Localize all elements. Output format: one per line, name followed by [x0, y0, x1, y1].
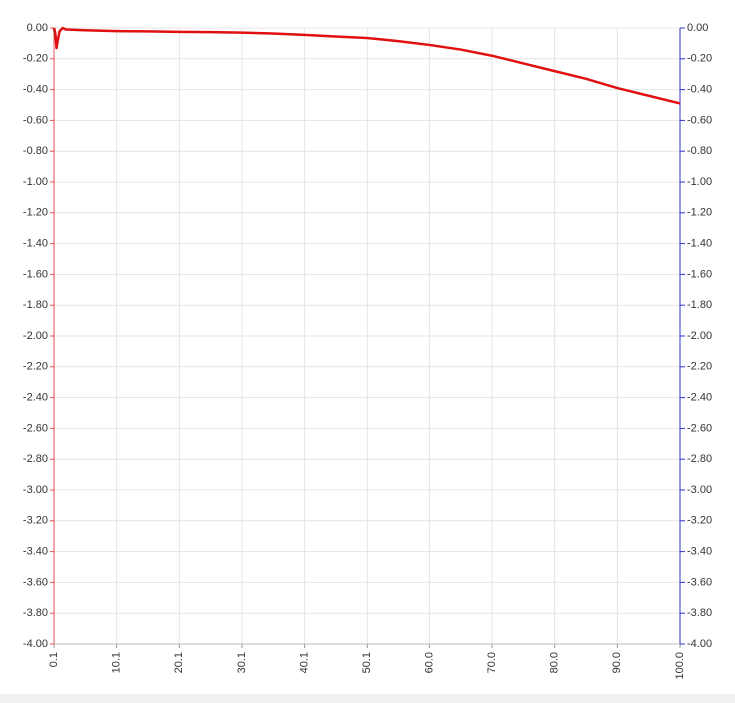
- y2-tick-label: -0.20: [687, 53, 712, 65]
- footer-strip: [0, 694, 735, 703]
- x-tick-label: 10.1: [111, 652, 123, 673]
- y2-tick-label: -2.20: [687, 361, 712, 373]
- y2-tick-label: -3.00: [687, 484, 712, 496]
- y2-tick-label: 0.00: [687, 22, 708, 34]
- x-tick-label: 50.1: [361, 652, 373, 673]
- y-tick-label: -2.80: [23, 453, 48, 465]
- y-tick-label: -2.00: [23, 330, 48, 342]
- x-tick-label: 40.1: [299, 652, 311, 673]
- x-tick-label: 0.1: [48, 652, 60, 667]
- y2-tick-label: -1.00: [687, 176, 712, 188]
- y2-tick-label: -1.20: [687, 207, 712, 219]
- y-tick-label: -1.60: [23, 268, 48, 280]
- y2-tick-label: -2.60: [687, 422, 712, 434]
- y2-tick-label: -4.00: [687, 638, 712, 650]
- y-tick-label: -2.40: [23, 392, 48, 404]
- y2-tick-label: -1.60: [687, 268, 712, 280]
- y-tick-label: -0.40: [23, 84, 48, 96]
- y2-tick-label: -3.20: [687, 515, 712, 527]
- y2-tick-label: -2.80: [687, 453, 712, 465]
- y-tick-label: -3.60: [23, 576, 48, 588]
- data-line: [52, 26, 681, 105]
- y-tick-label: -0.20: [23, 53, 48, 65]
- x-tick-label: 80.0: [549, 652, 561, 673]
- y2-tick-label: -3.60: [687, 576, 712, 588]
- x-tick-label: 90.0: [611, 652, 623, 673]
- y-tick-label: -3.00: [23, 484, 48, 496]
- y2-tick-label: -0.60: [687, 114, 712, 126]
- y2-tick-label: -1.40: [687, 238, 712, 250]
- y2-tick-label: -0.40: [687, 84, 712, 96]
- y-tick-label: 0.00: [27, 22, 48, 34]
- y2-tick-label: -2.40: [687, 392, 712, 404]
- y-tick-label: -1.40: [23, 238, 48, 250]
- x-tick-label: 30.1: [236, 652, 248, 673]
- y-tick-label: -3.40: [23, 546, 48, 558]
- y2-tick-label: -2.00: [687, 330, 712, 342]
- y-tick-label: -0.60: [23, 114, 48, 126]
- y2-tick-label: -3.80: [687, 607, 712, 619]
- x-tick-label: 70.0: [486, 652, 498, 673]
- x-tick-label: 60.0: [423, 652, 435, 673]
- y-tick-label: -4.00: [23, 638, 48, 650]
- y-tick-label: -0.80: [23, 145, 48, 157]
- y-tick-label: -1.00: [23, 176, 48, 188]
- y-tick-label: -2.20: [23, 361, 48, 373]
- y-tick-label: -3.80: [23, 607, 48, 619]
- y2-tick-label: -0.80: [687, 145, 712, 157]
- x-tick-label: 100.0: [674, 652, 686, 680]
- y2-tick-label: -3.40: [687, 546, 712, 558]
- y-tick-label: -1.20: [23, 207, 48, 219]
- y-tick-label: -3.20: [23, 515, 48, 527]
- y-tick-label: -1.80: [23, 299, 48, 311]
- y-tick-label: -2.60: [23, 422, 48, 434]
- x-tick-label: 20.1: [173, 652, 185, 673]
- y2-tick-label: -1.80: [687, 299, 712, 311]
